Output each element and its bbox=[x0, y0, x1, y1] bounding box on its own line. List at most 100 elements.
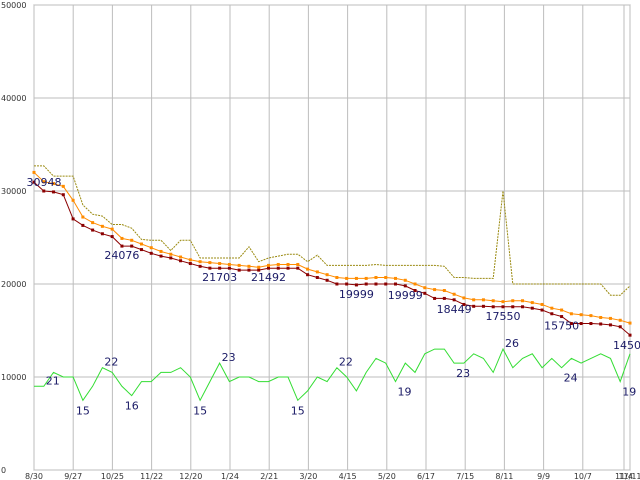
series-point bbox=[423, 291, 427, 295]
x-tick-label: 8/11 bbox=[495, 472, 513, 480]
series-point bbox=[491, 299, 495, 303]
data-label: 30948 bbox=[27, 176, 62, 189]
data-label: 22 bbox=[339, 356, 353, 369]
series-point bbox=[71, 198, 75, 202]
y-tick-label: 50000 bbox=[1, 1, 26, 10]
series-point bbox=[179, 255, 183, 259]
series-point bbox=[159, 249, 163, 253]
data-label: 19 bbox=[622, 386, 636, 399]
y-axis: 0 10000 20000 30000 40000 50000 bbox=[1, 1, 26, 475]
data-label: 16 bbox=[125, 400, 139, 413]
series-point bbox=[266, 263, 270, 267]
series-point bbox=[218, 262, 222, 266]
series-point bbox=[618, 318, 622, 322]
series-line bbox=[34, 347, 631, 402]
series-point bbox=[120, 236, 124, 240]
data-label: 15 bbox=[193, 404, 207, 417]
series-point bbox=[100, 224, 104, 228]
series-point bbox=[491, 305, 495, 309]
series-point bbox=[599, 315, 603, 319]
x-tick-label: 3/20 bbox=[299, 472, 317, 480]
series-point bbox=[462, 296, 466, 300]
data-label: 19999 bbox=[339, 288, 374, 301]
series-point bbox=[315, 275, 319, 279]
series-point bbox=[511, 305, 515, 309]
data-label: 24076 bbox=[104, 249, 139, 262]
series-point bbox=[306, 273, 310, 277]
series-point bbox=[462, 302, 466, 306]
data-label: 15 bbox=[291, 404, 305, 417]
series-point bbox=[306, 267, 310, 271]
series-point bbox=[198, 264, 202, 268]
data-label: 23 bbox=[456, 367, 470, 380]
series-point bbox=[364, 282, 368, 286]
data-label: 19 bbox=[398, 386, 412, 399]
series-point bbox=[139, 248, 143, 252]
series-point bbox=[501, 300, 505, 304]
series-point bbox=[286, 266, 290, 270]
x-tick-label: 1/24 bbox=[221, 472, 239, 480]
series-point bbox=[61, 184, 65, 188]
series-point bbox=[227, 262, 231, 266]
series-point bbox=[540, 302, 544, 306]
series-point bbox=[403, 278, 407, 282]
series-point bbox=[413, 282, 417, 286]
x-tick-label: 11/11 bbox=[618, 472, 640, 480]
series-line bbox=[34, 165, 631, 296]
series-point bbox=[276, 266, 280, 270]
series-point bbox=[501, 305, 505, 309]
series-point bbox=[589, 322, 593, 326]
series-point bbox=[423, 286, 427, 290]
x-axis: 8/30 9/27 10/25 11/22 12/20 1/24 2/21 3/20 4/15 5… bbox=[25, 472, 640, 480]
series-point bbox=[257, 268, 261, 272]
series-point bbox=[579, 322, 583, 326]
series-point bbox=[472, 298, 476, 302]
x-tick-label: 10/7 bbox=[574, 472, 592, 480]
series-point bbox=[364, 276, 368, 280]
series-point bbox=[530, 306, 534, 310]
x-tick-label: 6/17 bbox=[417, 472, 435, 480]
series-point bbox=[32, 170, 36, 174]
series-point bbox=[433, 288, 437, 292]
series-line bbox=[33, 181, 631, 336]
series-point bbox=[149, 246, 153, 250]
series-point bbox=[569, 322, 573, 326]
series-point bbox=[335, 282, 339, 286]
series-point bbox=[42, 180, 46, 184]
series-point bbox=[560, 308, 564, 312]
series-point bbox=[481, 304, 485, 308]
series-point bbox=[247, 268, 251, 272]
chart-grid bbox=[33, 4, 631, 471]
series-point bbox=[589, 314, 593, 318]
series-group bbox=[32, 165, 632, 402]
series-point bbox=[139, 242, 143, 246]
series-point bbox=[345, 276, 349, 280]
series-point bbox=[149, 251, 153, 255]
series-point bbox=[159, 254, 163, 258]
series-point bbox=[511, 299, 515, 303]
series-point bbox=[100, 232, 104, 236]
series-point bbox=[91, 221, 95, 225]
y-tick-label: 0 bbox=[1, 466, 6, 475]
series-point bbox=[61, 193, 65, 197]
series-point bbox=[560, 315, 564, 319]
series-point bbox=[120, 244, 124, 248]
series-point bbox=[227, 266, 231, 270]
series-point bbox=[599, 322, 603, 326]
data-label: 19999 bbox=[388, 289, 423, 302]
y-tick-label: 30000 bbox=[1, 187, 26, 196]
series-point bbox=[345, 282, 349, 286]
series-point bbox=[32, 180, 36, 184]
x-tick-label: 8/30 bbox=[25, 472, 43, 480]
data-label: 14500 bbox=[613, 339, 640, 352]
series-point bbox=[530, 301, 534, 305]
x-tick-label: 11/4 bbox=[615, 472, 633, 480]
series-point bbox=[354, 276, 358, 280]
series-point bbox=[286, 262, 290, 266]
series-point bbox=[442, 289, 446, 293]
x-tick-label: 5/20 bbox=[378, 472, 396, 480]
y-tick-label: 20000 bbox=[1, 280, 26, 289]
data-labels: 30948 24076 21703 21492 19999 19999 18449 17550… bbox=[27, 176, 640, 417]
series-point bbox=[110, 235, 114, 239]
